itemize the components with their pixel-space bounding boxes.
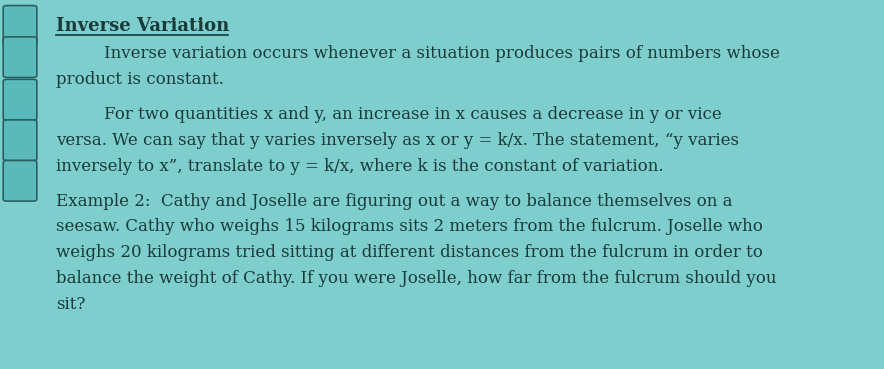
Text: Inverse Variation: Inverse Variation xyxy=(56,17,229,35)
Text: product is constant.: product is constant. xyxy=(56,71,224,88)
FancyBboxPatch shape xyxy=(4,6,37,46)
FancyBboxPatch shape xyxy=(4,79,37,120)
Text: sit?: sit? xyxy=(56,296,86,313)
Text: weighs 20 kilograms tried sitting at different distances from the fulcrum in ord: weighs 20 kilograms tried sitting at dif… xyxy=(56,244,763,261)
Text: inversely to x”, translate to y = k/x, where k is the constant of variation.: inversely to x”, translate to y = k/x, w… xyxy=(56,158,664,175)
Text: For two quantities x and y, an increase in x causes a decrease in y or vice: For two quantities x and y, an increase … xyxy=(104,106,722,123)
Text: balance the weight of Cathy. If you were Joselle, how far from the fulcrum shoul: balance the weight of Cathy. If you were… xyxy=(56,270,776,287)
FancyBboxPatch shape xyxy=(4,37,37,77)
FancyBboxPatch shape xyxy=(4,161,37,201)
FancyBboxPatch shape xyxy=(4,120,37,161)
Text: seesaw. Cathy who weighs 15 kilograms sits 2 meters from the fulcrum. Joselle wh: seesaw. Cathy who weighs 15 kilograms si… xyxy=(56,218,763,235)
Text: Inverse variation occurs whenever a situation produces pairs of numbers whose: Inverse variation occurs whenever a situ… xyxy=(104,45,780,62)
Text: Example 2:  Cathy and Joselle are figuring out a way to balance themselves on a: Example 2: Cathy and Joselle are figurin… xyxy=(56,193,733,210)
Text: versa. We can say that y varies inversely as x or y = k/x. The statement, “y var: versa. We can say that y varies inversel… xyxy=(56,132,739,149)
